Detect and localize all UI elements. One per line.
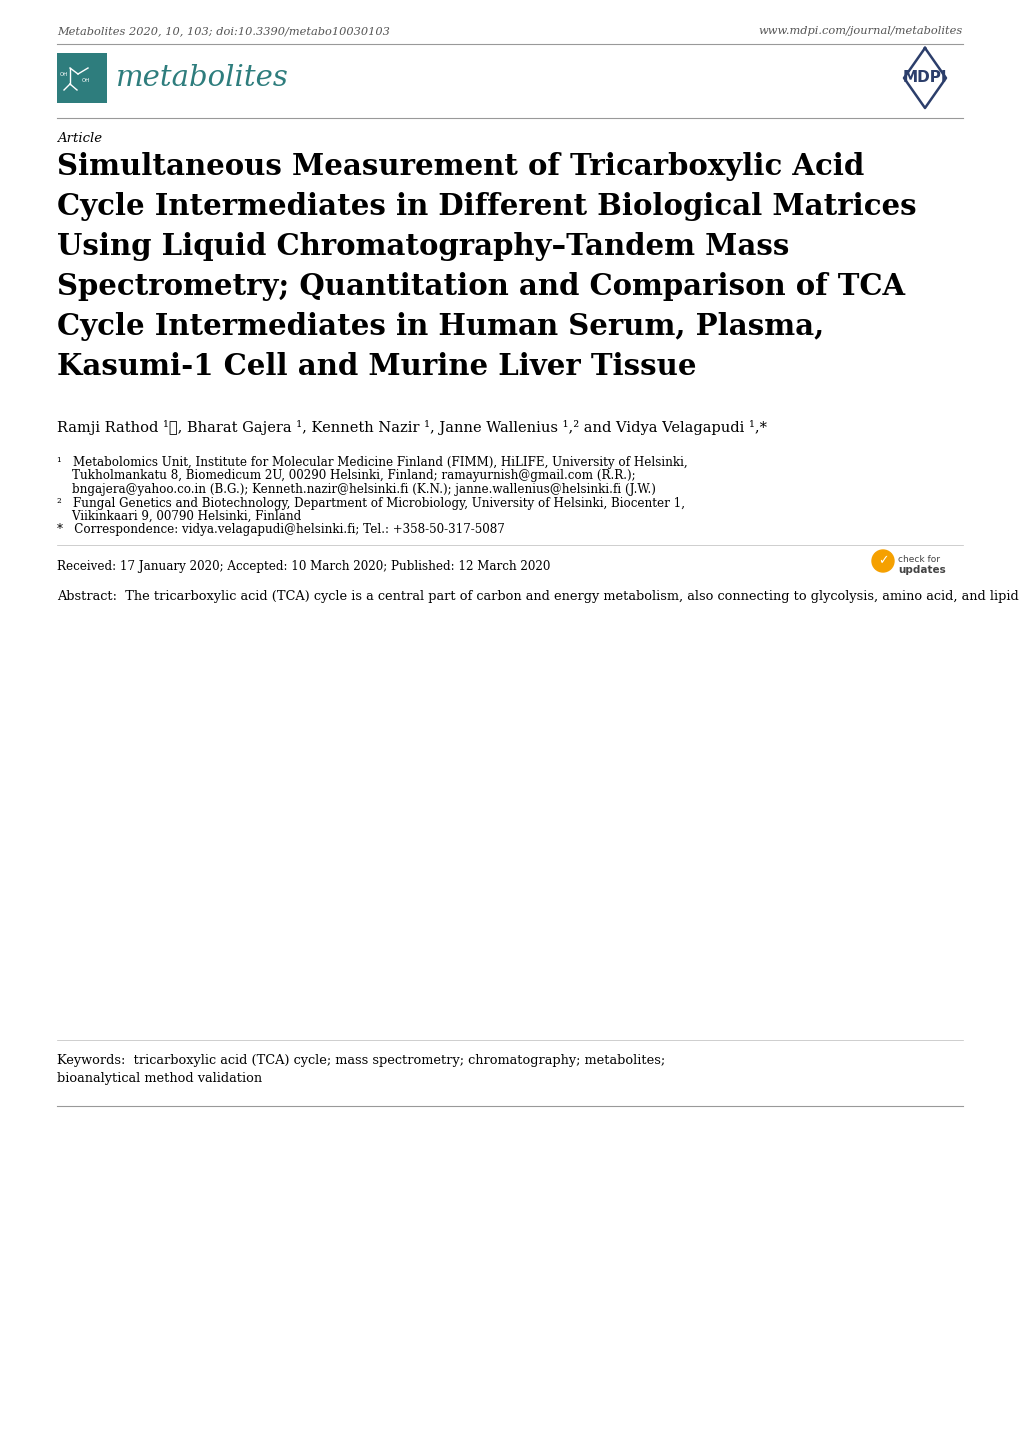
Text: Spectrometry; Quantitation and Comparison of TCA: Spectrometry; Quantitation and Compariso… [57,273,904,301]
Text: ¹   Metabolomics Unit, Institute for Molecular Medicine Finland (FIMM), HiLIFE, : ¹ Metabolomics Unit, Institute for Molec… [57,456,687,469]
Text: OH: OH [82,78,90,82]
Text: ✓: ✓ [877,555,888,568]
Text: Using Liquid Chromatography–Tandem Mass: Using Liquid Chromatography–Tandem Mass [57,232,789,261]
FancyBboxPatch shape [57,53,107,102]
Text: Viikinkaari 9, 00790 Helsinki, Finland: Viikinkaari 9, 00790 Helsinki, Finland [57,510,301,523]
Text: check for: check for [897,555,940,564]
Text: Received: 17 January 2020; Accepted: 10 March 2020; Published: 12 March 2020: Received: 17 January 2020; Accepted: 10 … [57,559,550,572]
Text: Article: Article [57,133,102,146]
Text: MDPI: MDPI [902,71,947,85]
Text: metabolites: metabolites [116,63,288,92]
Text: Abstract:  The tricarboxylic acid (TCA) cycle is a central part of carbon and en: Abstract: The tricarboxylic acid (TCA) c… [57,590,1019,603]
Text: www.mdpi.com/journal/metabolites: www.mdpi.com/journal/metabolites [758,26,962,36]
Text: Cycle Intermediates in Different Biological Matrices: Cycle Intermediates in Different Biologi… [57,192,916,221]
Text: Ramji Rathod ¹ⓘ, Bharat Gajera ¹, Kenneth Nazir ¹, Janne Wallenius ¹,² and Vidya: Ramji Rathod ¹ⓘ, Bharat Gajera ¹, Kennet… [57,420,766,435]
Circle shape [871,549,893,572]
Text: Keywords:  tricarboxylic acid (TCA) cycle; mass spectrometry; chromatography; me: Keywords: tricarboxylic acid (TCA) cycle… [57,1054,664,1084]
Text: Kasumi-1 Cell and Murine Liver Tissue: Kasumi-1 Cell and Murine Liver Tissue [57,352,696,381]
Text: ²   Fungal Genetics and Biotechnology, Department of Microbiology, University of: ² Fungal Genetics and Biotechnology, Dep… [57,496,685,509]
Text: Cycle Intermediates in Human Serum, Plasma,: Cycle Intermediates in Human Serum, Plas… [57,311,823,340]
Text: Metabolites 2020, 10, 103; doi:10.3390/metabo10030103: Metabolites 2020, 10, 103; doi:10.3390/m… [57,26,389,36]
Text: OH: OH [60,72,68,76]
Text: Tukholmankatu 8, Biomedicum 2U, 00290 Helsinki, Finland; ramayurnish@gmail.com (: Tukholmankatu 8, Biomedicum 2U, 00290 He… [57,470,635,483]
Text: *   Correspondence: vidya.velagapudi@helsinki.fi; Tel.: +358-50-317-5087: * Correspondence: vidya.velagapudi@helsi… [57,523,504,536]
Text: bngajera@yahoo.co.in (B.G.); Kenneth.nazir@helsinki.fi (K.N.); janne.wallenius@h: bngajera@yahoo.co.in (B.G.); Kenneth.naz… [57,483,655,496]
Text: Simultaneous Measurement of Tricarboxylic Acid: Simultaneous Measurement of Tricarboxyli… [57,151,863,182]
Text: updates: updates [897,565,945,575]
